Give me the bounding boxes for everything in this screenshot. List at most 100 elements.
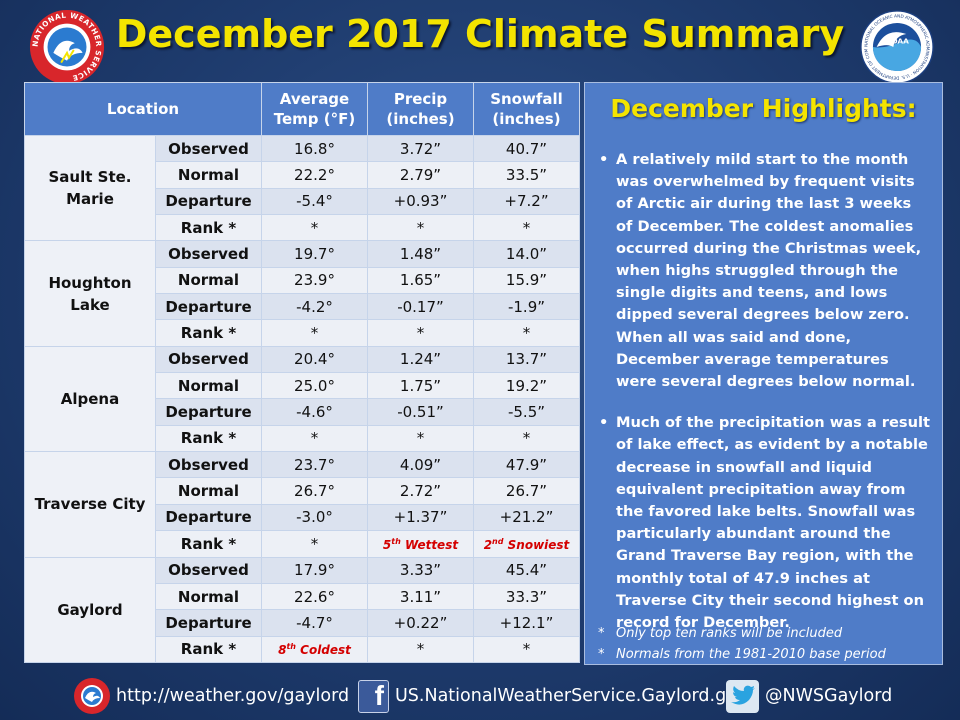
cell-snowfall: 14.0” xyxy=(473,240,580,268)
table-row: Traverse City Observed 23.7° 4.09” 47.9” xyxy=(24,451,580,558)
row-label-observed: Observed xyxy=(155,451,262,479)
footnote: * Only top ten ranks will be included xyxy=(598,623,886,644)
cell-temp: -5.4° xyxy=(261,187,368,216)
table-row: Departure -5.4° +0.93” +7.2” xyxy=(25,187,580,216)
cell-snowfall: 33.5” xyxy=(473,161,580,189)
cell-precip: 1.24” xyxy=(367,345,474,374)
table-row: Departure -3.0° +1.37” +21.2” xyxy=(25,503,580,532)
highlights-list: • A relatively mild start to the month wa… xyxy=(585,149,942,634)
asterisk-icon: * xyxy=(598,626,605,641)
cell-temp: 16.8° xyxy=(261,134,368,163)
cell-precip: 1.75” xyxy=(367,372,474,400)
cell-precip: 1.48” xyxy=(367,240,474,268)
row-label-observed: Observed xyxy=(155,556,262,584)
twitter-link[interactable]: @NWSGaylord xyxy=(765,686,893,706)
row-label-observed: Observed xyxy=(155,134,262,163)
cell-temp: 20.4° xyxy=(261,345,368,374)
footer-website[interactable]: http://weather.gov/gaylord xyxy=(72,676,349,716)
website-link[interactable]: http://weather.gov/gaylord xyxy=(116,686,350,706)
footer-twitter[interactable]: @NWSGaylord xyxy=(726,676,892,716)
table-row: Departure -4.7° +0.22” +12.1” xyxy=(25,609,580,637)
cell-precip: * xyxy=(367,214,474,242)
nws-logo: NATIONAL WEATHER SERVICE xyxy=(29,9,105,85)
cell-snowfall: +21.2” xyxy=(473,503,580,532)
cell-precip: 4.09” xyxy=(367,451,474,479)
cell-temp: 23.9° xyxy=(261,266,368,295)
facebook-link[interactable]: US.NationalWeatherService.Gaylord.gov xyxy=(395,686,748,706)
cell-temp: * xyxy=(261,214,368,242)
row-label-departure: Departure xyxy=(155,609,262,637)
cell-temp: 17.9° xyxy=(261,556,368,584)
table-row: Rank * * * * xyxy=(25,214,580,242)
cell-temp: -3.0° xyxy=(261,503,368,532)
cell-temp: 22.2° xyxy=(261,161,368,189)
cell-temp: 26.7° xyxy=(261,477,368,505)
cell-precip: +0.93” xyxy=(367,187,474,216)
cell-snowfall: 13.7” xyxy=(473,345,580,374)
table-row: Houghton Lake Observed 19.7° 1.48” 14.0” xyxy=(24,240,580,347)
cell-precip: +0.22” xyxy=(367,609,474,637)
rank-snowiest: 2nd Snowiest xyxy=(483,536,570,552)
cell-precip: +1.37” xyxy=(367,503,474,532)
row-label-departure: Departure xyxy=(155,398,262,426)
cell-precip: 3.72” xyxy=(367,134,474,163)
highlights-title: December Highlights: xyxy=(610,94,917,123)
cell-precip: * xyxy=(367,635,474,664)
cell-temp: 19.7° xyxy=(261,240,368,268)
row-label-rank: Rank * xyxy=(155,214,262,242)
facebook-icon: f xyxy=(358,679,389,713)
row-label-normal: Normal xyxy=(155,582,262,611)
page-title: December 2017 Climate Summary xyxy=(115,12,845,56)
highlight-item: • Much of the precipitation was a result … xyxy=(599,414,930,632)
cell-snowfall: 40.7” xyxy=(473,134,580,163)
svg-text:NOAA: NOAA xyxy=(885,36,909,45)
header-precip: Precip (inches) xyxy=(367,82,474,136)
cell-snowfall: * xyxy=(473,214,580,242)
cell-snowfall: -1.9” xyxy=(473,293,580,321)
cell-snowfall: 47.9” xyxy=(473,451,580,479)
table-row: Alpena Observed 20.4° 1.24” 13.7” xyxy=(24,345,580,453)
row-label-rank: Rank * xyxy=(155,530,262,558)
cell-snowfall: 33.3” xyxy=(473,582,580,611)
cell-snowfall: -5.5” xyxy=(473,398,580,426)
cell-precip: 3.11” xyxy=(367,582,474,611)
row-label-normal: Normal xyxy=(155,372,262,400)
rank-coldest: 8th Coldest xyxy=(278,642,351,658)
header-snowfall: Snowfall (inches) xyxy=(473,82,580,136)
cell-snowfall-rank: 2nd Snowiest xyxy=(473,530,580,558)
cell-snowfall: 45.4” xyxy=(473,556,580,584)
cell-precip: * xyxy=(367,424,474,453)
twitter-icon xyxy=(726,679,759,713)
cell-snowfall: * xyxy=(473,424,580,453)
row-label-rank: Rank * xyxy=(155,424,262,453)
header-location: Location xyxy=(24,82,262,136)
cell-snowfall: 26.7” xyxy=(473,477,580,505)
rank-wettest: 5th Wettest xyxy=(382,536,459,552)
cell-precip-rank: 5th Wettest xyxy=(367,530,474,558)
cell-snowfall: 15.9” xyxy=(473,266,580,295)
cell-snowfall: * xyxy=(473,635,580,664)
footnote: * Normals from the 1981-2010 base period xyxy=(598,644,886,665)
table-row: Normal 26.7° 2.72” 26.7” xyxy=(25,477,580,505)
row-label-departure: Departure xyxy=(155,187,262,216)
cell-temp: -4.2° xyxy=(261,293,368,321)
table-row: Gaylord Observed 17.9° 3.33” 45.4” xyxy=(24,556,580,663)
row-label-departure: Departure xyxy=(155,503,262,532)
cell-temp: * xyxy=(261,319,368,347)
table-row: Sault Ste. Marie Observed 16.8° 3.72” 40… xyxy=(24,134,580,242)
footer-facebook[interactable]: f US.NationalWeatherService.Gaylord.gov xyxy=(358,676,747,716)
noaa-logo: NOAA NATIONAL OCEANIC AND ATMOSPHERIC AD… xyxy=(860,10,934,84)
highlight-item: • A relatively mild start to the month wa… xyxy=(599,151,922,391)
cell-precip: 1.65” xyxy=(367,266,474,295)
row-label-rank: Rank * xyxy=(155,635,262,664)
footnotes: * Only top ten ranks will be included * No… xyxy=(598,623,886,665)
cell-precip: -0.17” xyxy=(367,293,474,321)
row-label-departure: Departure xyxy=(155,293,262,321)
cell-snowfall: * xyxy=(473,319,580,347)
location-gaylord: Gaylord xyxy=(24,556,156,663)
row-label-observed: Observed xyxy=(155,240,262,268)
highlights-panel: December Highlights: • A relatively mild … xyxy=(584,82,943,665)
cell-precip: 3.33” xyxy=(367,556,474,584)
row-label-normal: Normal xyxy=(155,161,262,189)
cell-precip: 2.72” xyxy=(367,477,474,505)
